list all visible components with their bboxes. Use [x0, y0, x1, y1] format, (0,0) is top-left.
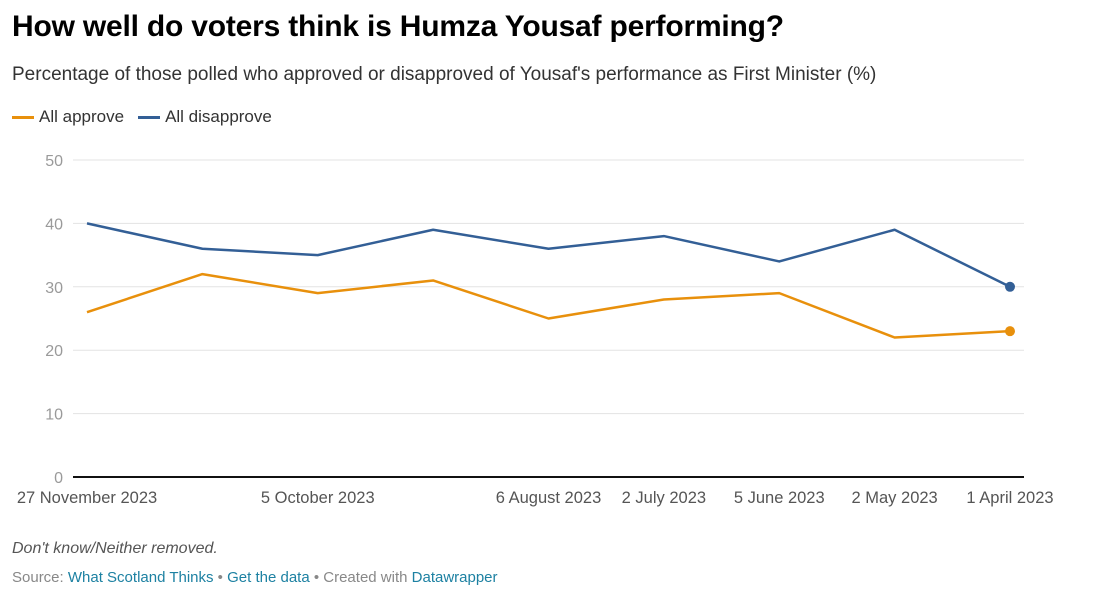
x-tick-label: 5 October 2023: [261, 489, 375, 507]
created-with-text: • Created with: [309, 569, 412, 586]
chart-subtitle: Percentage of those polled who approved …: [12, 64, 877, 85]
x-tick-label: 5 June 2023: [734, 489, 825, 507]
endpoint-marker: [1005, 326, 1015, 337]
y-tick-label: 20: [45, 343, 63, 360]
y-axis: 0 10 20 30 40 50: [45, 153, 63, 487]
legend-swatch-disapprove: [138, 115, 161, 119]
x-axis: 27 November 2023 5 October 2023 6 August 2…: [17, 489, 1054, 507]
source-link[interactable]: What Scotland Thinks: [67, 569, 214, 586]
line-chart: 0 10 20 30 40 50 27 November 2023 5 October 20…: [17, 153, 1054, 507]
legend-swatch-approve: [12, 115, 34, 119]
x-tick-label: 2 July 2023: [622, 489, 706, 507]
gridlines: [73, 159, 1024, 478]
series-lines: [86, 222, 1015, 339]
get-data-link[interactable]: Get the data: [227, 569, 310, 586]
legend-item-disapprove: All disapprove: [138, 107, 272, 127]
y-tick-label: 40: [45, 216, 63, 233]
y-tick-label: 10: [45, 407, 63, 424]
x-tick-label: 6 August 2023: [496, 489, 602, 507]
x-tick-label: 2 May 2023: [852, 489, 938, 507]
series-line-disapprove: [86, 222, 1011, 288]
legend-label-disapprove: All disapprove: [165, 107, 272, 126]
y-tick-label: 0: [54, 470, 63, 487]
legend-label-approve: All approve: [39, 107, 125, 126]
chart-notes: Don't know/Neither removed.: [12, 540, 218, 557]
legend: All approve All disapprove: [12, 107, 272, 127]
y-tick-label: 30: [45, 280, 63, 297]
endpoint-marker: [1005, 281, 1015, 292]
datawrapper-link[interactable]: Datawrapper: [411, 569, 498, 586]
footer-separator: •: [213, 569, 228, 586]
source-prefix: Source:: [12, 569, 68, 586]
series-line-approve: [86, 272, 1011, 339]
legend-item-approve: All approve: [12, 107, 124, 127]
x-tick-label: 1 April 2023: [966, 489, 1053, 507]
x-tick-label: 27 November 2023: [17, 489, 157, 507]
chart-footer: Source: What Scotland Thinks • Get the d…: [12, 569, 498, 586]
chart-title: How well do voters think is Humza Yousaf…: [12, 10, 784, 43]
y-tick-label: 50: [45, 153, 63, 170]
